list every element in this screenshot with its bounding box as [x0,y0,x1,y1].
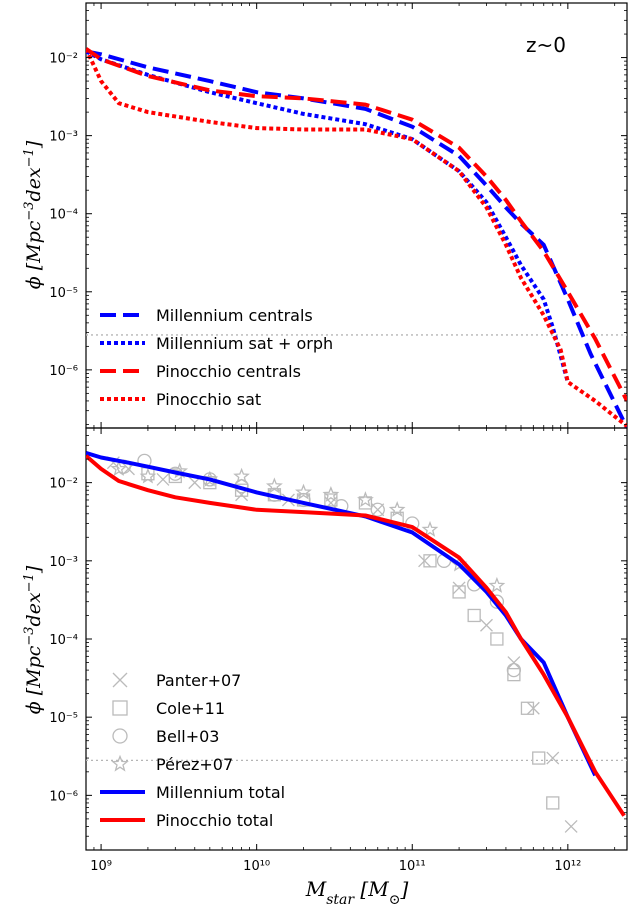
cole-11-point [532,751,546,765]
y-tick-label: 10⁻⁴ [49,208,78,223]
legend-panter-07-label: Panter+07 [156,671,241,690]
p-rez-07-point [388,501,406,517]
millennium-sat-orph-line [86,49,570,383]
y-tick-label: 10⁻⁶ [49,364,78,379]
x-axis-label: Mstar [M⊙] [305,877,409,908]
panter-07-point [371,503,385,517]
pinocchio-total-line [86,454,626,817]
y-tick-label: 10⁻⁵ [49,286,78,301]
panter-07-point [507,656,521,669]
top-y-axis-label: ϕ [Mpc−3dex−1] [22,140,46,289]
p-rez-07-point [110,460,128,476]
top-y-axis: 10⁻⁶ 10⁻⁵ 10⁻⁴ 10⁻³ 10⁻² [49,10,627,425]
p-rez-07-point [488,576,506,593]
cole-11-point [490,632,504,646]
legend-millennium-sat-orph-label: Millennium sat + orph [156,334,333,353]
p-rez-07-point [357,491,374,508]
y-tick-label: 10⁻³ [49,555,78,570]
y-tick-label: 10⁻² [49,52,78,67]
legend-p-rez-07-swatch [111,754,129,772]
redshift-annotation: z~0 [526,33,566,57]
y-tick-label: 10⁻² [49,477,78,492]
x-tick-label: 10¹² [554,859,581,874]
bottom-panel: 10⁻⁶ 10⁻⁵ 10⁻⁴ 10⁻³ 10⁻² 10⁹ 10¹⁰ 10¹¹ 10¹² ϕ [… [22,427,628,908]
panter-07-point [156,472,170,486]
p-rez-07-point [265,477,283,494]
pinocchio-centrals-line [86,47,627,402]
y-tick-label: 10⁻⁴ [49,633,78,648]
p-rez-07-point [421,520,439,537]
legend-millennium-total-label: Millennium total [156,783,285,802]
legend-bell-03-swatch [112,728,128,744]
cole-11-point [546,796,560,810]
y-tick-label: 10⁻³ [49,130,78,145]
legend-pinocchio-centrals-label: Pinocchio centrals [156,362,301,381]
x-tick-label: 10⁹ [90,859,112,874]
legend-pinocchio-total-label: Pinocchio total [156,811,273,830]
top-panel: 10⁻⁶10⁻⁵10⁻⁴10⁻³10⁻² z~0 ϕ [Mpc−3dex−1] … [22,2,628,429]
panter-07-point [480,618,493,632]
y-tick-label: 10⁻⁶ [49,789,78,804]
bottom-x-axis: 10⁹ 10¹⁰ 10¹¹ 10¹² [90,428,616,874]
p-rez-07-point [139,467,157,484]
cole-11-point [358,496,373,510]
legend-cole-11-label: Cole+11 [156,699,225,718]
bell-03-point [489,594,505,609]
x-tick-label: 10¹⁰ [243,859,270,874]
bell-03-point [370,502,385,517]
millennium-centrals-line [86,49,627,428]
panter-07-point [564,820,578,833]
bottom-legend: Panter+07 Cole+11 Bell+03 Pérez+07 Millenniu… [100,671,285,830]
y-tick-label: 10⁻⁵ [49,711,78,726]
cole-11-point [324,493,338,507]
cole-11-point [507,667,521,682]
top-series-group [86,47,627,428]
bell-03-point [506,662,522,678]
p-rez-07-point [233,467,250,484]
bottom-y-axis: 10⁻⁶ 10⁻⁵ 10⁻⁴ 10⁻³ 10⁻² [49,435,627,837]
cole-11-point [467,608,481,623]
legend-bell-03-label: Bell+03 [156,727,219,746]
cole-11-point [452,585,466,599]
panter-07-point [546,751,560,765]
cole-11-point [520,701,535,715]
bottom-y-axis-label: ϕ [Mpc−3dex−1] [22,565,46,714]
bottom-series-group [86,450,626,833]
panter-07-point [452,581,466,595]
legend-millennium-centrals-label: Millennium centrals [156,306,313,325]
p-rez-07-point [322,486,340,502]
legend-p-rez-07-label: Pérez+07 [156,755,233,774]
x-tick-label: 10¹¹ [399,859,426,874]
legend-panter-07-swatch [112,672,128,688]
p-rez-07-point [295,483,312,500]
legend-cole-11-swatch [112,700,128,716]
legend-pinocchio-sat-label: Pinocchio sat [156,390,261,409]
cole-11-point [423,554,437,568]
top-legend: Millennium centrals Millennium sat + orph… [100,306,333,409]
